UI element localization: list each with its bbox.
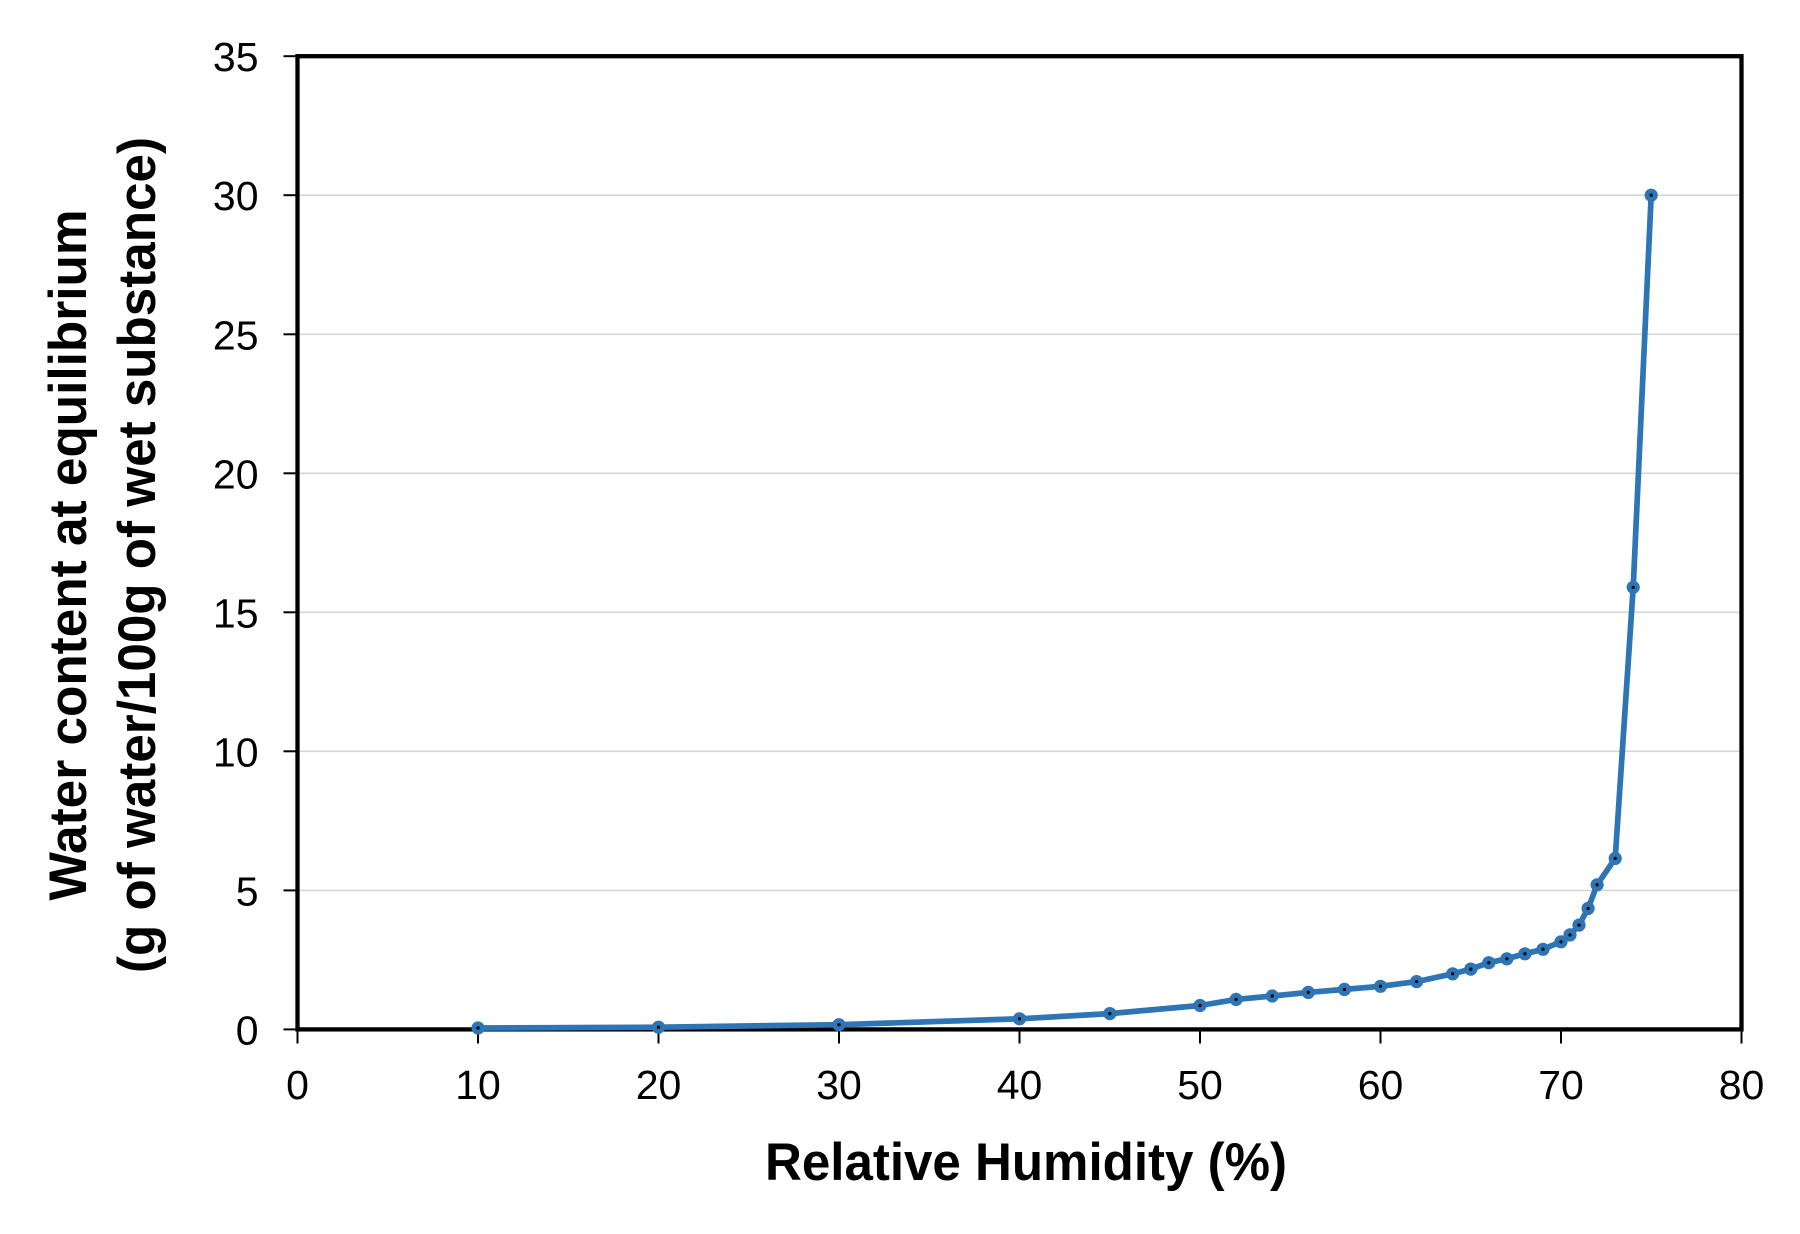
svg-text:10: 10 (213, 729, 259, 775)
svg-text:30: 30 (816, 1062, 862, 1108)
svg-text:40: 40 (997, 1062, 1043, 1108)
svg-text:0: 0 (286, 1062, 309, 1108)
svg-text:Relative Humidity (%): Relative Humidity (%) (765, 1133, 1287, 1192)
svg-text:30: 30 (213, 173, 259, 219)
svg-text:60: 60 (1358, 1062, 1404, 1108)
svg-text:10: 10 (455, 1062, 501, 1108)
svg-text:25: 25 (213, 312, 259, 358)
svg-text:Water content at equilibrium: Water content at equilibrium (39, 210, 98, 901)
svg-text:20: 20 (213, 451, 259, 497)
svg-text:35: 35 (213, 34, 259, 80)
svg-text:50: 50 (1177, 1062, 1223, 1108)
svg-text:20: 20 (636, 1062, 682, 1108)
svg-text:0: 0 (236, 1007, 259, 1053)
svg-text:80: 80 (1719, 1062, 1765, 1108)
svg-text:5: 5 (236, 868, 259, 914)
svg-text:70: 70 (1538, 1062, 1584, 1108)
svg-text:15: 15 (213, 590, 259, 636)
svg-text:(g of water/100g of wet substa: (g of water/100g of wet substance) (108, 137, 167, 973)
